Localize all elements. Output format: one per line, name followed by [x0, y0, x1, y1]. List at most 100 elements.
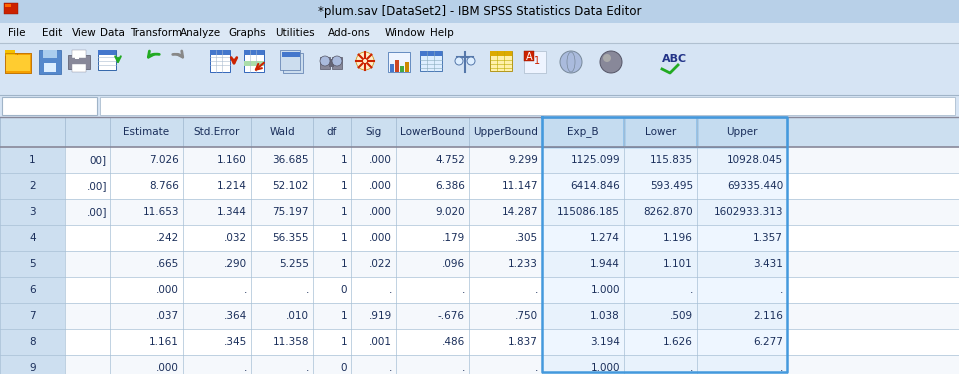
Text: 9.299: 9.299 — [508, 155, 538, 165]
Text: Utilities: Utilities — [275, 28, 315, 38]
Text: 0: 0 — [340, 363, 347, 373]
Bar — [624, 117, 697, 147]
Text: 6: 6 — [29, 285, 35, 295]
Text: 6.277: 6.277 — [753, 337, 783, 347]
Bar — [542, 355, 624, 374]
Text: 6.386: 6.386 — [435, 181, 465, 191]
Text: *plum.sav [DataSet2] - IBM SPSS Statistics Data Editor: *plum.sav [DataSet2] - IBM SPSS Statisti… — [317, 5, 642, 18]
Bar — [75, 56, 79, 59]
Text: df: df — [327, 127, 338, 137]
Bar — [0, 277, 65, 303]
Bar — [39, 50, 61, 74]
Text: .: . — [244, 363, 247, 373]
Bar — [329, 59, 334, 67]
Text: 1.626: 1.626 — [663, 337, 693, 347]
Bar — [542, 147, 624, 173]
Text: .: . — [388, 285, 392, 295]
Text: 5: 5 — [29, 259, 35, 269]
Bar — [0, 355, 65, 374]
Bar — [542, 199, 624, 225]
Bar — [5, 53, 31, 73]
Bar — [420, 51, 442, 71]
Bar — [524, 51, 546, 73]
Bar — [0, 199, 959, 225]
Text: .: . — [306, 285, 309, 295]
Bar — [624, 251, 697, 277]
Bar — [490, 51, 512, 71]
Bar — [697, 147, 787, 173]
Bar — [6, 55, 30, 71]
Text: .: . — [690, 363, 693, 373]
Text: 1602933.313: 1602933.313 — [713, 207, 783, 217]
Bar — [697, 251, 787, 277]
Text: 1.344: 1.344 — [217, 207, 247, 217]
Text: Upper: Upper — [726, 127, 758, 137]
Circle shape — [603, 54, 611, 62]
Bar — [0, 355, 959, 374]
Bar — [697, 355, 787, 374]
Bar — [542, 277, 624, 303]
Text: 9: 9 — [29, 363, 35, 373]
Bar — [420, 51, 442, 56]
Bar — [210, 50, 230, 72]
Text: 1: 1 — [340, 181, 347, 191]
Circle shape — [560, 51, 582, 73]
Text: Lower: Lower — [644, 127, 676, 137]
Text: 56.355: 56.355 — [272, 233, 309, 243]
Bar — [100, 97, 955, 115]
Bar — [98, 50, 116, 70]
Bar — [210, 50, 230, 55]
Text: .665: .665 — [155, 259, 179, 269]
Bar — [405, 62, 409, 72]
Text: .: . — [690, 285, 693, 295]
Circle shape — [600, 51, 622, 73]
Text: 1: 1 — [340, 207, 347, 217]
Text: 1.000: 1.000 — [591, 363, 620, 373]
Text: .: . — [388, 363, 392, 373]
Bar — [332, 57, 342, 69]
Text: 1.160: 1.160 — [218, 155, 247, 165]
Text: .486: .486 — [442, 337, 465, 347]
Bar — [697, 303, 787, 329]
Text: 69335.440: 69335.440 — [727, 181, 783, 191]
Bar — [0, 225, 959, 251]
Bar — [0, 199, 65, 225]
Bar — [624, 199, 697, 225]
Bar — [542, 173, 624, 199]
Circle shape — [320, 56, 330, 66]
Circle shape — [332, 56, 342, 66]
Text: 3.194: 3.194 — [590, 337, 620, 347]
Text: .096: .096 — [442, 259, 465, 269]
Text: 5.255: 5.255 — [279, 259, 309, 269]
Bar — [0, 0, 959, 23]
Text: 11.653: 11.653 — [143, 207, 179, 217]
Text: .: . — [534, 363, 538, 373]
Text: 1.161: 1.161 — [150, 337, 179, 347]
Text: 8.766: 8.766 — [150, 181, 179, 191]
Text: Add-ons: Add-ons — [328, 28, 371, 38]
Bar — [0, 303, 959, 329]
Text: 8: 8 — [29, 337, 35, 347]
Bar — [697, 173, 787, 199]
Text: 1: 1 — [340, 259, 347, 269]
Bar — [542, 251, 624, 277]
Text: .: . — [534, 285, 538, 295]
Bar — [4, 3, 18, 14]
Bar — [697, 225, 787, 251]
Bar — [5, 53, 16, 58]
Text: .000: .000 — [369, 233, 392, 243]
Text: .750: .750 — [515, 311, 538, 321]
Bar — [390, 64, 394, 72]
Text: .00]: .00] — [86, 207, 107, 217]
Text: 1.944: 1.944 — [590, 259, 620, 269]
Bar — [72, 50, 86, 58]
Bar — [0, 329, 959, 355]
Text: 2: 2 — [29, 181, 35, 191]
Text: 593.495: 593.495 — [650, 181, 693, 191]
Text: View: View — [72, 28, 97, 38]
Bar — [5, 7, 17, 11]
Text: 36.685: 36.685 — [272, 155, 309, 165]
Bar — [244, 61, 264, 66]
Text: .: . — [780, 363, 783, 373]
Bar — [5, 53, 31, 73]
